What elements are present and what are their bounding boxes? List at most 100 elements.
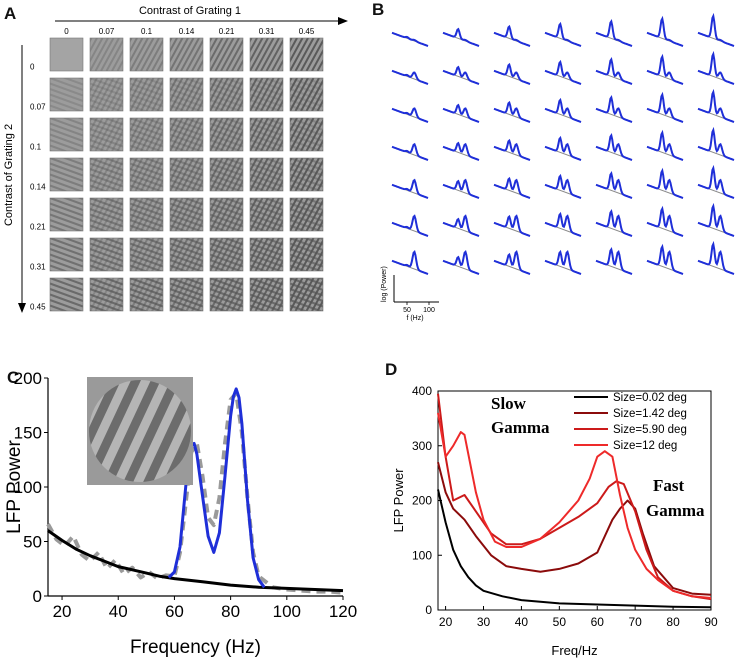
spectrum-cell bbox=[697, 202, 735, 237]
grating-tile bbox=[49, 37, 84, 72]
spectrum-cell bbox=[646, 15, 684, 47]
x-tick-label: 100 bbox=[273, 602, 301, 621]
grating-tile bbox=[289, 117, 324, 152]
spectrum-cell bbox=[697, 240, 735, 275]
x-tick-label: 90 bbox=[704, 615, 718, 629]
grating-tile bbox=[249, 197, 284, 232]
spectrum-cell bbox=[544, 97, 582, 123]
x-tick-label: 60 bbox=[165, 602, 184, 621]
spectrum-cell bbox=[442, 141, 480, 161]
spectrum-cell bbox=[697, 12, 735, 47]
grating-tile bbox=[169, 197, 204, 232]
x-tick-label: 50 bbox=[553, 615, 567, 629]
col-label: 0.31 bbox=[259, 27, 275, 36]
panel-c-xlabel: Frequency (Hz) bbox=[130, 637, 261, 658]
grating-tile bbox=[129, 277, 164, 312]
spectrum-cell bbox=[697, 126, 735, 161]
panel-a-y-title: Contrast of Grating 2 bbox=[3, 124, 15, 226]
grating-tile bbox=[249, 37, 284, 72]
spectrum-cell bbox=[595, 208, 633, 237]
grating-tile bbox=[169, 157, 204, 192]
spectrum-cell bbox=[697, 164, 735, 199]
spectrum-cell bbox=[595, 56, 633, 85]
panel-c-chart: 20 40 60 80 100 120 0 50 100 150 200 Frequency (Hz… bbox=[4, 369, 357, 658]
grating-tile bbox=[89, 277, 124, 312]
grating-tile bbox=[89, 157, 124, 192]
grating-tile bbox=[289, 197, 324, 232]
grating-tile bbox=[209, 77, 244, 112]
series-line bbox=[47, 529, 344, 593]
grating-tile bbox=[49, 277, 84, 312]
x-tick-label: 80 bbox=[666, 615, 680, 629]
spectrum-cell bbox=[646, 167, 684, 199]
grating-tile bbox=[249, 277, 284, 312]
grating-tile bbox=[169, 277, 204, 312]
row-label: 0.21 bbox=[30, 223, 46, 232]
row-label: 0 bbox=[30, 63, 35, 72]
spectrum-cell bbox=[646, 129, 684, 161]
spectrum-cell bbox=[646, 53, 684, 85]
panel-b-spectra-grid: log (Power) 50 100 f (Hz) bbox=[381, 12, 735, 322]
spectrum-cell bbox=[391, 178, 429, 199]
spectrum-cell bbox=[595, 18, 633, 47]
x-tick-label: 30 bbox=[477, 615, 491, 629]
col-label: 0.21 bbox=[219, 27, 235, 36]
panel-letter-c: C bbox=[7, 368, 20, 387]
legend-label: Size=1.42 deg bbox=[613, 408, 687, 420]
panel-letter-d: D bbox=[385, 360, 398, 379]
spectrum-cell bbox=[493, 138, 531, 161]
spectrum-cell bbox=[493, 62, 531, 85]
grating-tile bbox=[129, 237, 164, 272]
x-tick-label: 60 bbox=[591, 615, 605, 629]
grating-tile bbox=[249, 157, 284, 192]
panel-b-xtick-50: 50 bbox=[403, 307, 411, 314]
x-tick-label: 80 bbox=[221, 602, 240, 621]
row-label: 0.45 bbox=[30, 303, 46, 312]
grating-tile bbox=[129, 197, 164, 232]
panel-a-x-title: Contrast of Grating 1 bbox=[139, 5, 241, 17]
series-line bbox=[437, 393, 712, 601]
row-label: 0.31 bbox=[30, 263, 46, 272]
grating-tile bbox=[209, 117, 244, 152]
slow-gamma-label-2: Gamma bbox=[491, 418, 550, 437]
fast-gamma-label-1: Fast bbox=[653, 476, 685, 495]
spectrum-cell bbox=[595, 132, 633, 161]
spectrum-cell bbox=[493, 176, 531, 199]
grating-tile bbox=[289, 37, 324, 72]
spectrum-cell bbox=[544, 249, 582, 275]
panel-b-xlabel: f (Hz) bbox=[406, 315, 423, 322]
grating-stimulus-inset bbox=[87, 377, 193, 485]
spectrum-cell bbox=[595, 94, 633, 123]
spectrum-cell bbox=[544, 173, 582, 199]
y-tick-label: 200 bbox=[412, 494, 432, 508]
col-label: 0.45 bbox=[299, 27, 315, 36]
grating-tile bbox=[49, 197, 84, 232]
grating-tile bbox=[209, 237, 244, 272]
spectrum-cell bbox=[391, 69, 429, 85]
spectrum-cell bbox=[391, 107, 429, 123]
grating-tile bbox=[49, 117, 84, 152]
grating-tile bbox=[249, 77, 284, 112]
spectrum-cell bbox=[544, 59, 582, 85]
spectrum-cell bbox=[391, 249, 429, 275]
grating-tile bbox=[249, 237, 284, 272]
spectrum-cell bbox=[646, 91, 684, 123]
col-label: 0.1 bbox=[141, 27, 153, 36]
y-tick-label: 100 bbox=[412, 548, 432, 562]
panel-b-ylabel: log (Power) bbox=[381, 266, 388, 302]
series-line bbox=[437, 489, 712, 609]
grating-tile bbox=[169, 37, 204, 72]
series-line bbox=[437, 412, 712, 599]
x-tick-label: 70 bbox=[628, 615, 642, 629]
grating-tile bbox=[89, 77, 124, 112]
col-label: 0 bbox=[64, 27, 69, 36]
grating-tile bbox=[209, 277, 244, 312]
grating-tile bbox=[209, 197, 244, 232]
panel-letter-a: A bbox=[4, 4, 17, 23]
spectrum-cell bbox=[697, 50, 735, 85]
panel-d-xlabel: Freq/Hz bbox=[551, 643, 597, 658]
grating-tile bbox=[289, 237, 324, 272]
panel-b-xtick-100: 100 bbox=[423, 307, 435, 314]
legend-label: Size=0.02 deg bbox=[613, 392, 687, 404]
spectrum-cell bbox=[646, 243, 684, 275]
